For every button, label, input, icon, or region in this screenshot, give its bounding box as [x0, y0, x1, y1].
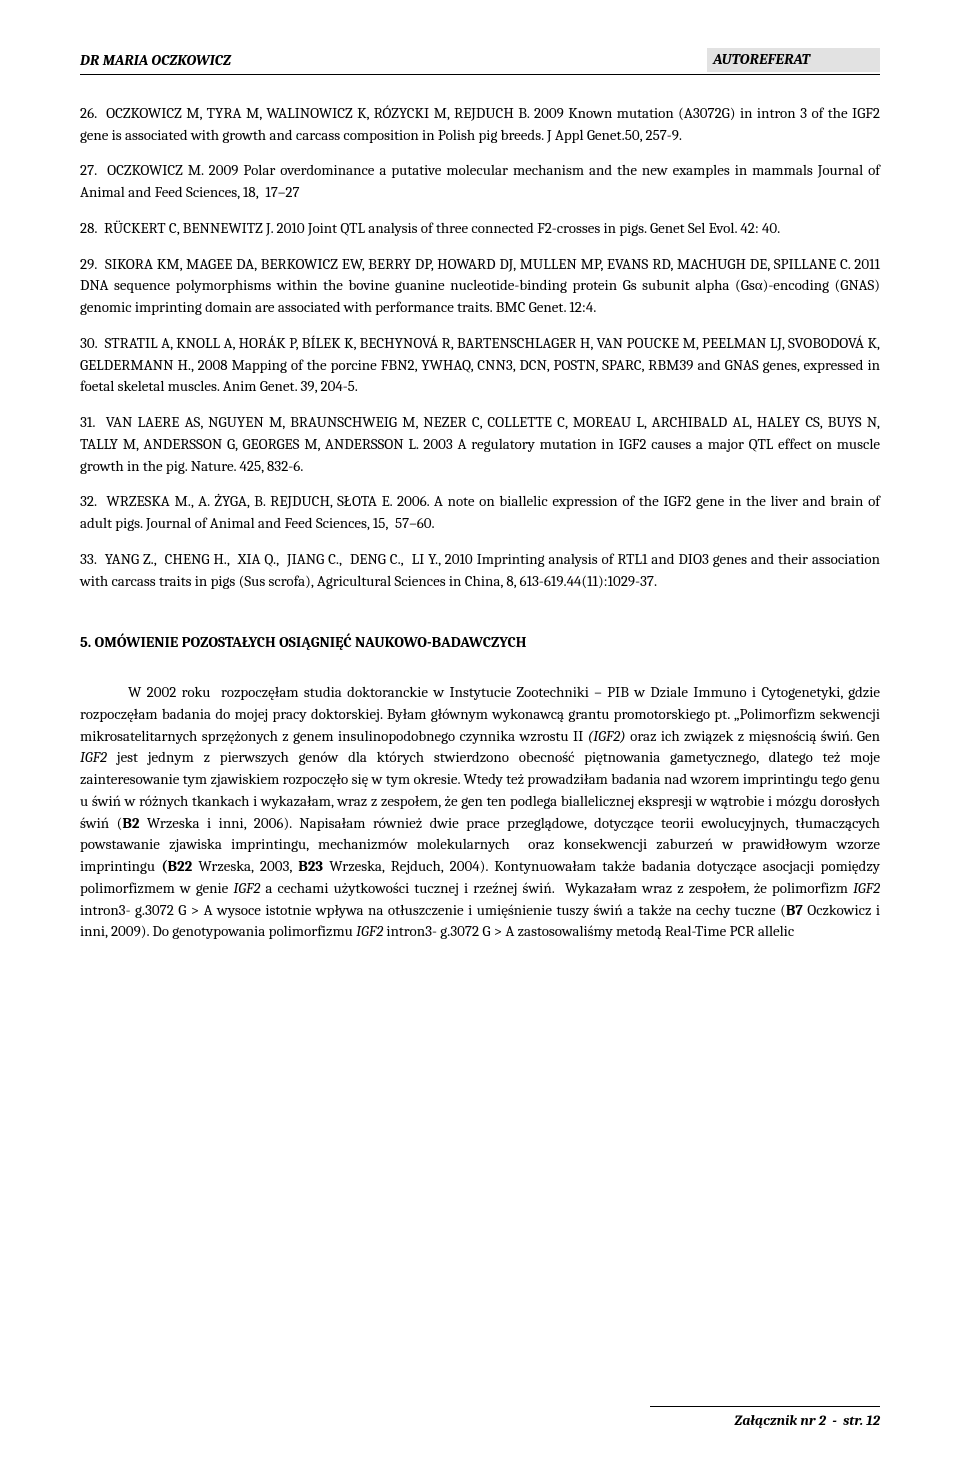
reference-32: 32. WRZESKA M., A. ŻYGA, B. REJDUCH, SŁO… [80, 491, 880, 535]
body-text-italic: IGF2 [233, 879, 260, 897]
body-text-bold: (B22 [161, 857, 192, 875]
body-text: oraz ich związek z mięsnością świń. Gen [626, 727, 880, 745]
body-text-italic: IGF2 [356, 922, 383, 940]
body-text-bold: B7 [786, 901, 803, 919]
body-text-italic: (IGF2) [588, 727, 626, 745]
body-text-italic: IGF2 [853, 879, 880, 897]
page-footer: Załącznik nr 2 - str. 12 [650, 1406, 880, 1431]
body-text: intron3- g.3072 G > A wysoce istotnie wp… [80, 901, 786, 919]
body-text-bold: B23 [298, 857, 323, 875]
reference-31: 31. VAN LAERE AS, NGUYEN M, BRAUNSCHWEIG… [80, 412, 880, 477]
reference-27: 27. OCZKOWICZ M. 2009 Polar overdominanc… [80, 160, 880, 204]
header-doctitle: AUTOREFERAT [707, 48, 880, 72]
body-text: intron3- g.3072 G > A zastosowaliśmy met… [383, 922, 794, 940]
header-author: DR MARIA OCZKOWICZ [80, 50, 231, 72]
reference-30: 30. STRATIL A, KNOLL A, HORÁK P, BÍLEK K… [80, 333, 880, 398]
page-header: DR MARIA OCZKOWICZ AUTOREFERAT [80, 48, 880, 75]
reference-26: 26. OCZKOWICZ M, TYRA M, WALINOWICZ K, R… [80, 103, 880, 147]
reference-28: 28. RÜCKERT C, BENNEWITZ J. 2010 Joint Q… [80, 218, 880, 240]
body-text-italic: IGF2 [80, 748, 107, 766]
body-text: Wrzeska, 2003, [192, 857, 298, 875]
reference-33: 33. YANG Z., CHENG H., XIA Q., JIANG C.,… [80, 549, 880, 593]
section-title: 5. OMÓWIENIE POZOSTAŁYCH OSIĄGNIĘĆ NAUKO… [80, 632, 880, 654]
body-text-bold: B2 [122, 814, 139, 832]
reference-29: 29. SIKORA KM, MAGEE DA, BERKOWICZ EW, B… [80, 254, 880, 319]
body-paragraph-1: W 2002 roku rozpoczęłam studia doktoranc… [80, 682, 880, 943]
body-text: a cechami użytkowości tucznej i rzeźnej … [260, 879, 853, 897]
